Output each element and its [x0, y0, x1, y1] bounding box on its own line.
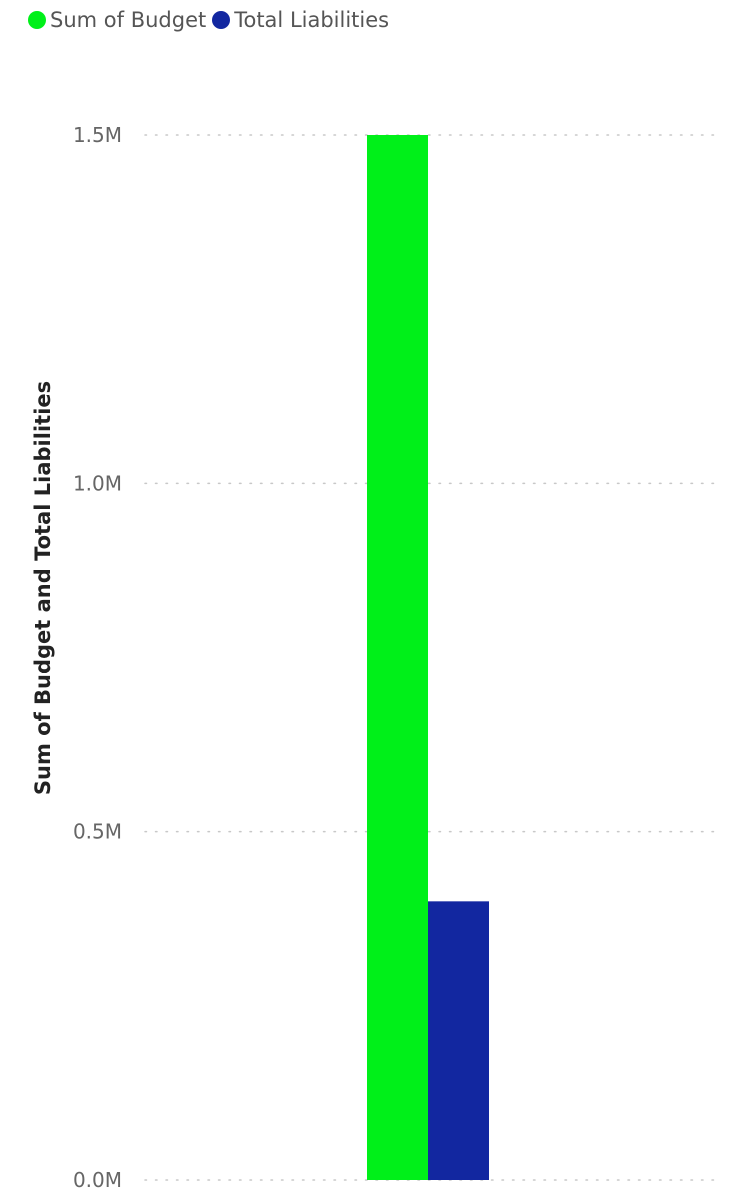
legend: Sum of Budget Total Liabilities — [28, 4, 395, 36]
y-tick-label-3: 1.5M — [73, 123, 122, 147]
gridlines — [144, 134, 721, 1181]
y-tick-label-1: 0.5M — [73, 820, 122, 844]
legend-label-liabilities: Total Liabilities — [234, 8, 390, 32]
legend-marker-liabilities — [212, 11, 231, 29]
legend-item-budget[interactable]: Sum of Budget — [28, 8, 206, 32]
legend-marker-budget — [28, 11, 46, 29]
y-axis-title: Sum of Budget and Total Liabilities — [31, 381, 55, 795]
bars — [367, 135, 489, 1180]
legend-item-liabilities[interactable]: Total Liabilities — [212, 8, 389, 32]
bar-total-liabilities[interactable] — [428, 901, 489, 1180]
legend-label-budget: Sum of Budget — [50, 8, 207, 32]
y-tick-label-0: 0.0M — [73, 1168, 122, 1192]
bar-sum-of-budget[interactable] — [367, 135, 428, 1180]
y-tick-label-2: 1.0M — [73, 471, 122, 495]
y-axis-ticks: 0.0M 0.5M 1.0M 1.5M — [73, 123, 122, 1192]
